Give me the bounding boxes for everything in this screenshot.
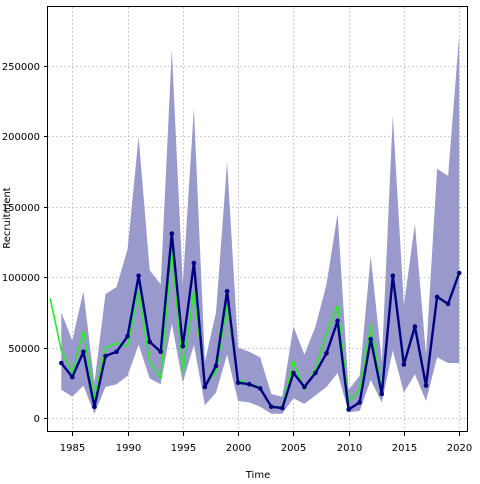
- estimate-point: [302, 384, 307, 390]
- axis-layer: 1985 1990 1995 2000 2005 2010 2015 2020 0 50000 10…: [2, 62, 472, 454]
- y-tick-label: 150000: [2, 203, 40, 214]
- series-layer: [49, 231, 462, 412]
- x-tick-label: 2010: [337, 443, 362, 454]
- estimate-point: [81, 349, 86, 355]
- x-tick-label: 1995: [171, 443, 196, 454]
- estimate-point: [434, 294, 440, 300]
- estimate-point: [158, 349, 163, 355]
- estimate-point: [390, 273, 396, 279]
- estimate-point: [70, 374, 75, 380]
- estimate-point: [346, 407, 351, 412]
- uncertainty-band: [61, 35, 460, 414]
- estimate-point: [114, 349, 119, 355]
- y-tick-label: 0: [34, 414, 40, 425]
- x-tick-label: 1990: [116, 443, 141, 454]
- estimate-point: [202, 384, 208, 390]
- estimate-point: [412, 324, 418, 329]
- estimate-point: [269, 404, 274, 410]
- y-tick-label: 200000: [2, 132, 40, 143]
- estimate-point: [235, 380, 241, 386]
- estimate-point: [291, 370, 296, 376]
- estimate-point: [191, 260, 197, 266]
- estimate-point: [456, 270, 462, 276]
- estimate-point: [445, 301, 451, 307]
- x-tick-label: 1985: [60, 443, 85, 454]
- estimate-point: [103, 353, 108, 359]
- estimate-point: [136, 273, 141, 279]
- estimate-point: [125, 334, 130, 339]
- x-axis-label: Time: [245, 470, 270, 480]
- estimate-point: [59, 360, 64, 366]
- x-tick-label: 2015: [392, 443, 417, 454]
- x-tick-label: 2020: [447, 443, 472, 454]
- estimate-point: [180, 343, 186, 349]
- x-tick-label: 2005: [281, 443, 306, 454]
- y-tick-label: 100000: [2, 273, 40, 284]
- estimate-point: [324, 350, 329, 356]
- observed-series-line: [49, 248, 383, 408]
- estimate-point: [313, 370, 318, 376]
- x-tick-label: 2000: [226, 443, 251, 454]
- grid-layer: [48, 7, 468, 432]
- estimate-point: [169, 231, 175, 236]
- estimate-point: [147, 339, 152, 345]
- y-tick-label: 250000: [2, 62, 40, 73]
- estimate-point: [379, 391, 385, 397]
- estimate-point: [335, 318, 340, 324]
- estimate-point: [224, 289, 230, 294]
- estimate-point: [368, 336, 374, 342]
- estimate-point: [92, 404, 97, 410]
- estimate-point: [213, 363, 219, 369]
- estimate-point: [246, 381, 252, 387]
- y-tick-label: 50000: [8, 344, 40, 355]
- estimate-point: [423, 383, 429, 388]
- plot-frame: [47, 6, 468, 432]
- estimate-point: [280, 405, 285, 411]
- estimate-point: [257, 386, 263, 391]
- estimate-point: [357, 400, 363, 405]
- y-axis-label: Recruitment: [2, 187, 13, 249]
- uncertainty-band-layer: [61, 35, 460, 414]
- estimate-point: [401, 362, 407, 367]
